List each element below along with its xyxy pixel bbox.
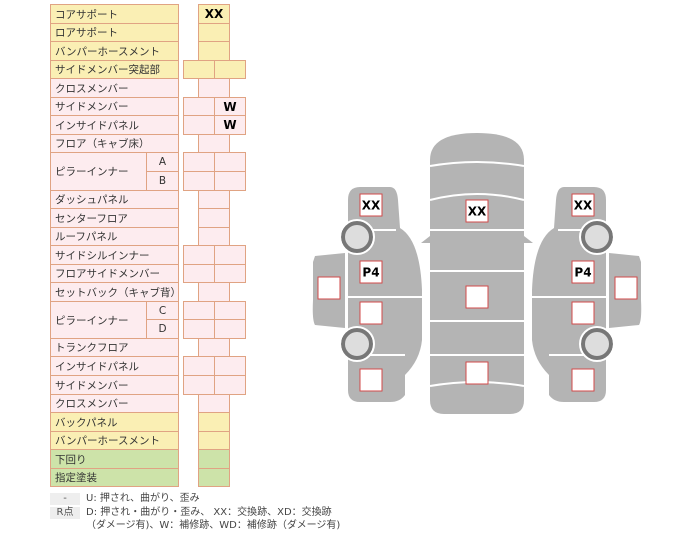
table-row-label: サイドメンバー突起部 bbox=[50, 60, 179, 79]
table-row-label: ルーフパネル bbox=[50, 227, 179, 246]
damage-box-center-roof bbox=[465, 285, 489, 309]
table-cell-value bbox=[214, 375, 246, 395]
table-row-label: ロアサポート bbox=[50, 23, 179, 42]
car-top-body bbox=[430, 133, 524, 414]
damage-box-right-front bbox=[571, 193, 595, 217]
table-cell-value: W bbox=[214, 97, 246, 116]
table-cell-value bbox=[214, 171, 246, 191]
table-cell-value bbox=[214, 264, 246, 283]
table-row-label: セットバック（キャブ背） bbox=[50, 282, 181, 302]
damage-code: P4 bbox=[362, 266, 379, 280]
table-cell-value: W bbox=[214, 115, 246, 135]
table-row-label: インサイドパネル bbox=[50, 115, 179, 135]
damage-box-right-door-rear bbox=[571, 301, 595, 325]
legend-text: （ダメージ有)、W：補修跡、WD：補修跡（ダメージ有) bbox=[86, 520, 341, 531]
damage-box-right-side bbox=[614, 276, 638, 300]
damage-box-left-front bbox=[359, 193, 383, 217]
table-row-label: センターフロア bbox=[50, 208, 179, 228]
legend-key: R点 bbox=[50, 507, 80, 519]
wheel-icon bbox=[341, 221, 373, 253]
legend-key: - bbox=[50, 493, 80, 505]
damage-box-right-door-front bbox=[571, 260, 595, 284]
wheel-icon bbox=[341, 328, 373, 360]
table-row-label: インサイドパネル bbox=[50, 356, 179, 376]
damage-code: XX bbox=[468, 205, 487, 219]
damage-code: XX bbox=[574, 199, 593, 213]
wheel-icon bbox=[581, 328, 613, 360]
table-row-label: 指定塗装 bbox=[50, 468, 179, 487]
legend-text: D: 押され・曲がり・歪み、 XX：交換跡、XD：交換跡 bbox=[86, 507, 332, 518]
table-cell-value bbox=[198, 468, 230, 487]
table-cell-value: XX bbox=[198, 4, 230, 24]
mirror-right bbox=[524, 236, 533, 243]
damage-box-left-door-front bbox=[359, 260, 383, 284]
table-row-label: トランクフロア bbox=[50, 338, 179, 357]
damage-box-center-trunk bbox=[465, 361, 489, 385]
damage-box-left-rear bbox=[359, 368, 383, 392]
damage-code: XX bbox=[362, 199, 381, 213]
damage-box-left-door-rear bbox=[359, 301, 383, 325]
damage-box-center-hood bbox=[465, 199, 489, 223]
table-row-label: サイドシルインナー bbox=[50, 245, 179, 265]
table-cell-value bbox=[214, 60, 246, 79]
damage-box-right-rear bbox=[571, 368, 595, 392]
legend-text: U: 押され、曲がり、歪み bbox=[86, 493, 200, 504]
table-row-label: フロアサイドメンバー bbox=[50, 264, 179, 283]
wheels bbox=[339, 219, 615, 362]
table-cell-value bbox=[214, 319, 246, 339]
table-row-label: バンパーホースメント bbox=[50, 41, 179, 61]
damage-code: P4 bbox=[574, 266, 591, 280]
table-row-label: ピラーインナー bbox=[50, 301, 147, 339]
damage-box-left-side bbox=[317, 276, 341, 300]
mirror-left bbox=[421, 236, 430, 243]
wheel-icon bbox=[581, 221, 613, 253]
table-row-label: ダッシュパネル bbox=[50, 190, 179, 209]
